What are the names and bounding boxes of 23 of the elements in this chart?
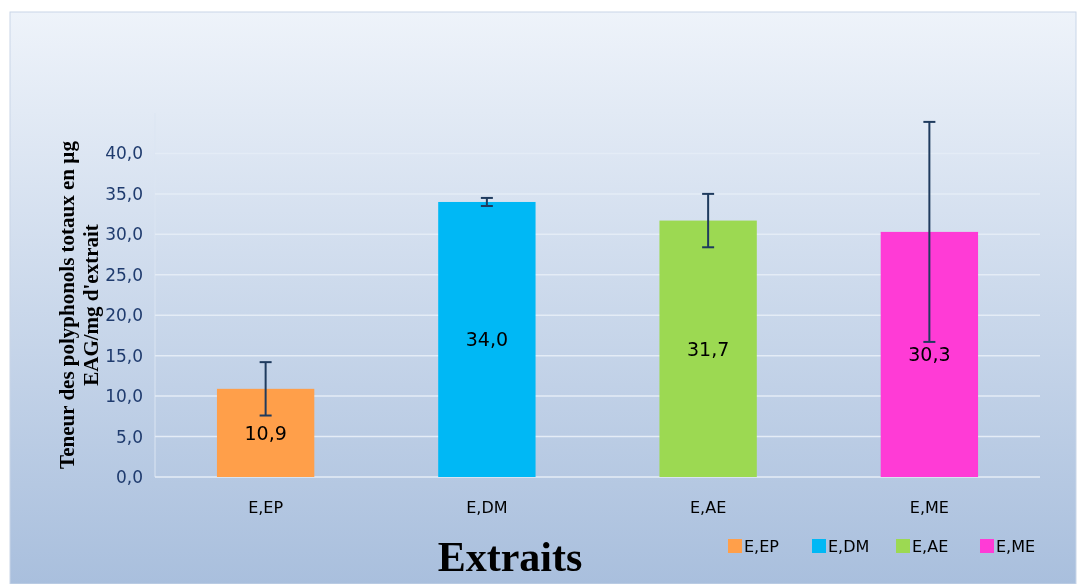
y-tick-label: 35,0 bbox=[105, 183, 143, 204]
y-tick-label: 5,0 bbox=[115, 426, 143, 447]
legend-label: E,AE bbox=[912, 537, 949, 556]
data-label: 31,7 bbox=[686, 337, 730, 360]
x-tick-label: E,EP bbox=[248, 498, 284, 517]
x-tick-label: E,ME bbox=[909, 498, 949, 517]
y-tick-label: 10,0 bbox=[105, 386, 143, 407]
y-tick-label: 25,0 bbox=[105, 264, 143, 285]
data-label: 34,0 bbox=[465, 328, 509, 351]
data-label: 30,3 bbox=[908, 343, 951, 366]
x-tick-label: E,AE bbox=[690, 498, 727, 517]
y-tick-label: 40,0 bbox=[105, 143, 143, 164]
y-tick-label: 0,0 bbox=[115, 467, 143, 487]
y-tick-label: 30,0 bbox=[105, 224, 143, 245]
data-label: 10,9 bbox=[244, 421, 287, 444]
x-axis-title: Extraits bbox=[437, 534, 583, 580]
y-axis-title: Teneur des polyphonols totaux en µg EAG/mg d'extrait bbox=[55, 140, 103, 469]
x-tick-label: E,DM bbox=[466, 498, 508, 517]
legend-label: E,DM bbox=[828, 537, 870, 556]
y-tick-label: 20,0 bbox=[105, 305, 143, 326]
legend-label: E,ME bbox=[996, 537, 1036, 556]
y-tick-label: 15,0 bbox=[105, 345, 143, 366]
legend-label: E,EP bbox=[744, 537, 780, 556]
